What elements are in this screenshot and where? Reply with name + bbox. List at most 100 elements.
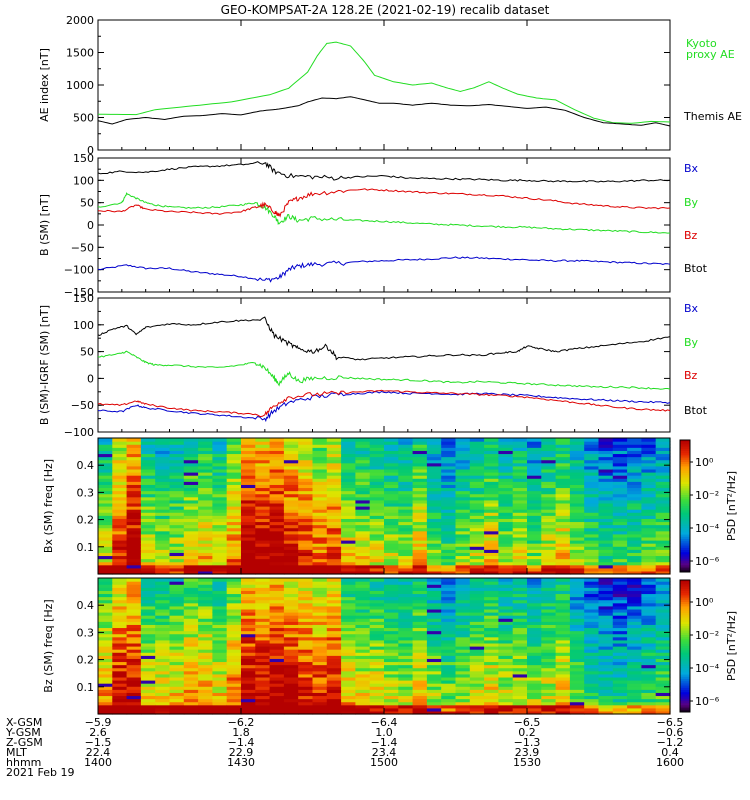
- bz_spec-cell: [612, 698, 628, 703]
- bz_spec-cell: [455, 605, 471, 610]
- bx_spec-cell: [169, 441, 185, 445]
- bx_spec-cell: [512, 533, 528, 538]
- bx_spec-cell: [212, 515, 228, 519]
- bx_spec-cell: [655, 472, 671, 476]
- bsm-legend-bz: Bz: [684, 229, 698, 242]
- bz_spec-cell: [140, 664, 156, 669]
- bx_spec-cell: [169, 518, 185, 523]
- bx_spec-cell: [140, 506, 156, 510]
- bz_spec-cell: [212, 642, 228, 647]
- bz_spec-cell: [484, 615, 499, 619]
- bx_spec-cell: [255, 518, 271, 523]
- bz_spec-cell: [98, 658, 113, 663]
- bz_spec-cell: [441, 680, 457, 684]
- bx_spec-cell: [498, 558, 514, 563]
- bx_spec-cell: [341, 564, 356, 569]
- bz_spec-cell: [198, 633, 213, 638]
- bz_spec-cell: [326, 584, 342, 588]
- bx_spec-cell: [341, 481, 356, 485]
- bx_spec-cell: [126, 502, 142, 507]
- bx_spec-cell: [655, 555, 671, 560]
- bx_spec-cell: [612, 515, 628, 519]
- bz_spec-cell: [512, 658, 528, 663]
- bz_spec-cell: [398, 642, 414, 647]
- bz_spec-cell: [641, 683, 657, 687]
- bz_spec-cell: [384, 652, 399, 656]
- bz_spec-cell: [541, 642, 557, 647]
- bx_spec-cell: [412, 481, 428, 485]
- bx_spec-cell: [126, 447, 142, 451]
- bx_spec-cell: [198, 509, 213, 513]
- bz_spec-cell: [155, 624, 171, 629]
- bx_spec-cell: [155, 459, 171, 464]
- bz_spec-cell: [598, 661, 614, 666]
- bz_spec-cell: [269, 596, 285, 601]
- ephemeris-value: −6.2: [228, 716, 255, 729]
- bz_spec-cell: [584, 587, 600, 591]
- bx_spec-cell: [355, 543, 371, 547]
- bz_spec-cell: [384, 593, 399, 598]
- bz_spec-cell: [555, 683, 571, 687]
- bx_spec-cell: [126, 540, 142, 544]
- bx_spec-cell: [155, 515, 171, 519]
- bx_spec-cell: [369, 558, 385, 563]
- bz_spec-colorbar-cell: [680, 595, 690, 599]
- bz_spec-cell: [398, 689, 414, 693]
- bx_spec-cell: [655, 506, 671, 510]
- ephemeris-value: −0.6: [657, 726, 684, 739]
- bx_spec-cell: [269, 527, 285, 532]
- bx_spec-colorbar-cell: [680, 541, 690, 544]
- bz_spec-colorbar-cell: [680, 690, 690, 693]
- bz_spec-cell: [198, 673, 213, 678]
- bx_spec-cell: [426, 530, 442, 535]
- ephemeris-label: 2021 Feb 19: [6, 766, 74, 779]
- bx_spec-cell: [212, 481, 228, 485]
- bz_spec-cell: [426, 608, 442, 613]
- bz_spec-cell: [655, 584, 671, 588]
- bx_spec-cell: [655, 499, 671, 504]
- bz_spec-cell: [369, 680, 385, 684]
- bx_spec-cell: [412, 462, 428, 467]
- bz_spec-cell: [398, 608, 414, 613]
- bz_spec-cell: [212, 590, 228, 595]
- bz_spec-cell: [140, 670, 156, 675]
- bz_spec-cell: [569, 698, 585, 703]
- bx_spec-ytick-label: 0.2: [77, 514, 95, 527]
- bx_spec-cell: [241, 506, 256, 510]
- bx_spec-cell: [169, 472, 185, 476]
- bz_spec-cell: [355, 698, 371, 703]
- bx_spec-cell: [555, 484, 571, 489]
- bz_spec-colorbar-cell: [680, 626, 690, 629]
- bx_spec-cell: [112, 487, 128, 492]
- bz_spec-cell: [226, 655, 242, 659]
- bz_spec-cell: [212, 608, 228, 613]
- bz_spec-cell: [298, 596, 314, 601]
- bz_spec-cell: [484, 578, 499, 582]
- bz_spec-cell: [241, 627, 256, 632]
- bx_spec-cell: [555, 564, 571, 569]
- bz_spec-cell: [326, 676, 342, 681]
- bx_spec-cell: [312, 496, 328, 501]
- bx_spec-cell: [255, 493, 271, 498]
- bx_spec-cell: [612, 561, 628, 566]
- bz_spec-cell: [469, 642, 485, 647]
- bx_spec-colorbar-cell: [680, 521, 690, 525]
- bx_spec-cell: [155, 527, 171, 532]
- bx_spec-cell: [569, 515, 585, 519]
- ephemeris-value: 1.8: [232, 726, 250, 739]
- bx_spec-cell: [298, 465, 314, 470]
- ephemeris-label: Z-GSM: [6, 736, 43, 749]
- bz_spec-cell: [655, 587, 671, 591]
- bz_spec-cell: [441, 636, 457, 641]
- bx_spec-cell: [226, 558, 242, 563]
- bx_spec-cell: [169, 549, 185, 553]
- bx_spec-cell: [226, 468, 242, 473]
- bz_spec-cell: [198, 590, 213, 595]
- bz_spec-cell: [183, 630, 199, 635]
- bx_spec-cell: [255, 530, 271, 535]
- bz_spec-cell: [283, 639, 299, 644]
- bx_spec-cell: [140, 567, 156, 572]
- bz_spec-cell: [198, 624, 213, 629]
- bz_spec-cell: [355, 683, 371, 687]
- bx_spec-cell: [98, 552, 113, 557]
